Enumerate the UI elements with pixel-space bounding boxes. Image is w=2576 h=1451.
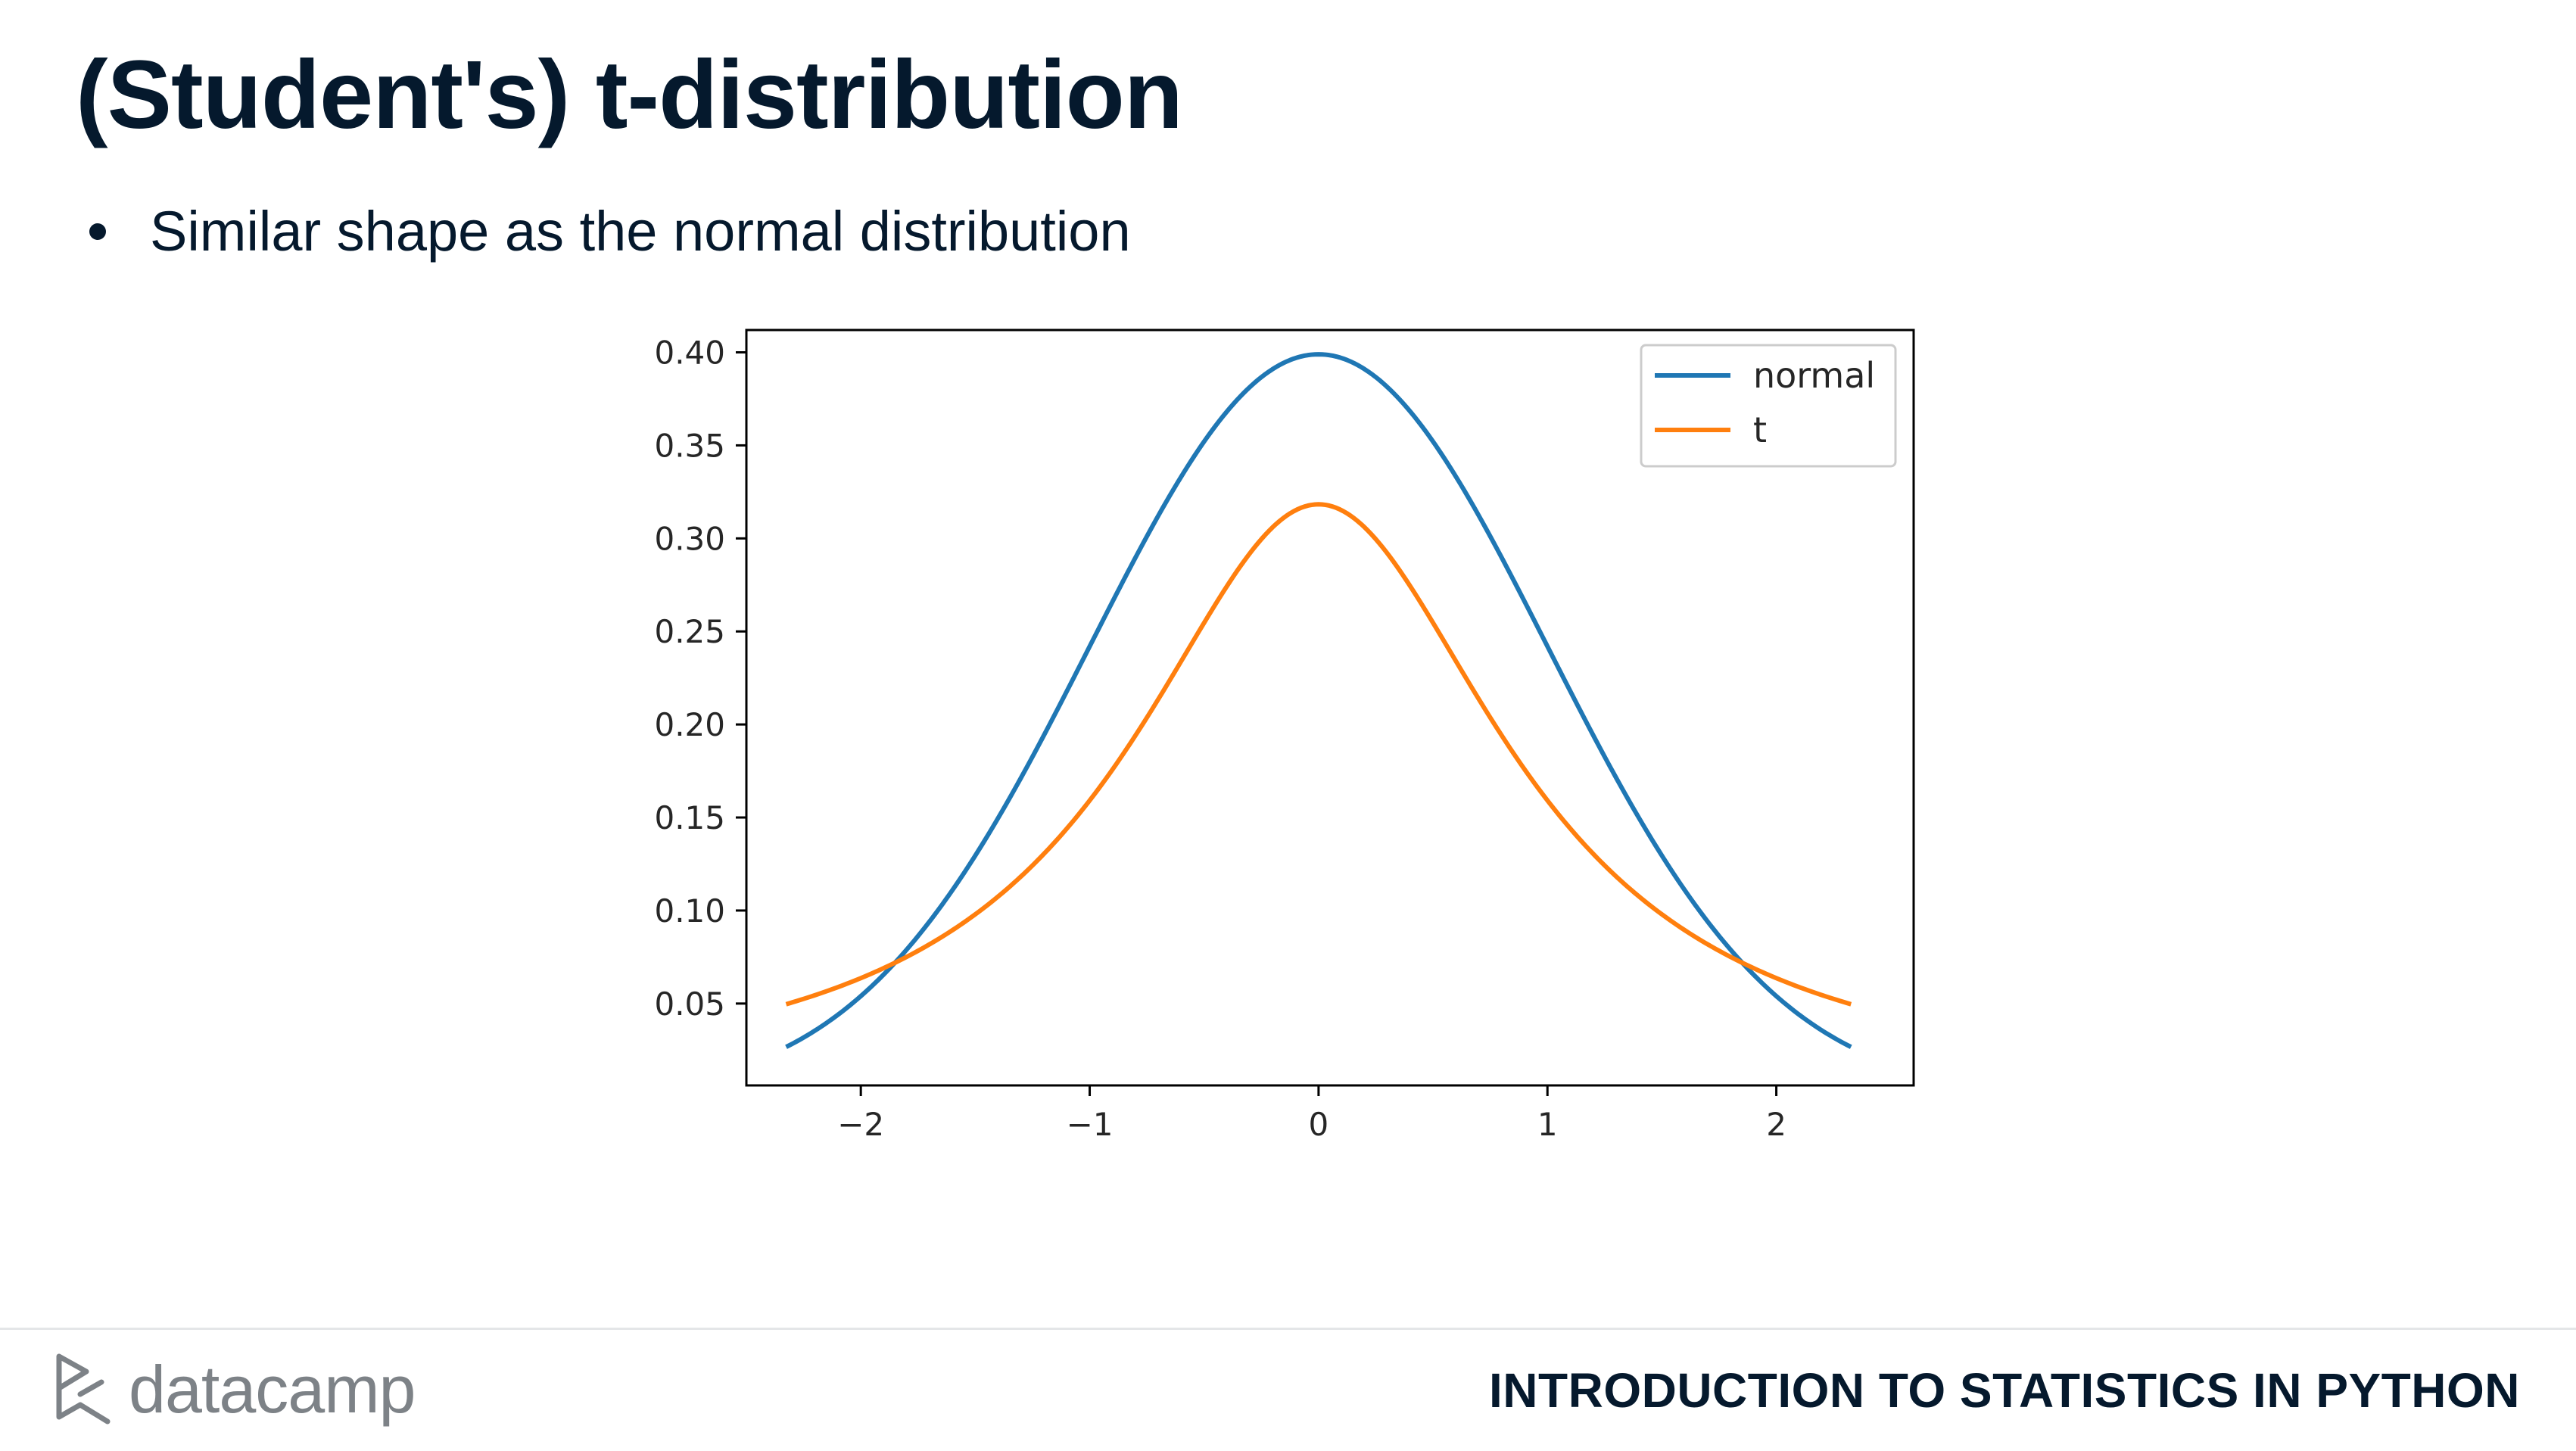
x-tick-label: −1 [1067, 1106, 1114, 1143]
y-tick-label: 0.25 [654, 613, 725, 650]
y-tick-label: 0.35 [654, 427, 725, 464]
y-tick-label: 0.15 [654, 799, 725, 836]
bullet-item: Similar shape as the normal distribution [82, 198, 1131, 266]
legend: normal t [1640, 344, 1897, 468]
y-tick-label: 0.40 [654, 334, 725, 371]
x-tick-label: 1 [1537, 1106, 1558, 1143]
slide-title: (Student's) t-distribution [76, 41, 1183, 149]
axes: −2 −1 0 1 2 0.05 0.10 0.15 0.20 0.25 0.30 0.35 0.40 [654, 328, 1915, 1143]
y-tick-label: 0.30 [654, 520, 725, 557]
y-tick-label: 0.10 [654, 892, 725, 929]
y-tick-label: 0.20 [654, 706, 725, 743]
x-tick-label: 0 [1309, 1106, 1329, 1143]
x-tick-label: 2 [1766, 1106, 1786, 1143]
series-line-t [785, 502, 1852, 1007]
datacamp-logo: datacamp [53, 1351, 416, 1428]
logo-wordmark: datacamp [129, 1352, 416, 1427]
legend-label-t: t [1753, 409, 1767, 450]
plot-area [785, 352, 1852, 1049]
course-name: INTRODUCTION TO STATISTICS IN PYTHON [1489, 1363, 2520, 1418]
series-line-normal [785, 352, 1852, 1049]
y-tick-label: 0.05 [654, 985, 725, 1023]
datacamp-logo-icon [56, 1353, 111, 1425]
bullet-list: Similar shape as the normal distribution [82, 198, 1131, 266]
legend-label-normal: normal [1753, 355, 1875, 396]
bullet-dot-icon [89, 223, 106, 241]
bullet-text: Similar shape as the normal distribution [150, 200, 1131, 263]
axes-frame [745, 328, 1915, 1087]
t-vs-normal-chart: −2 −1 0 1 20.050.100.150.200.250.300.350.40 … [654, 328, 1915, 1143]
x-tick-label: −2 [837, 1106, 884, 1143]
footer-divider [0, 1328, 2576, 1330]
